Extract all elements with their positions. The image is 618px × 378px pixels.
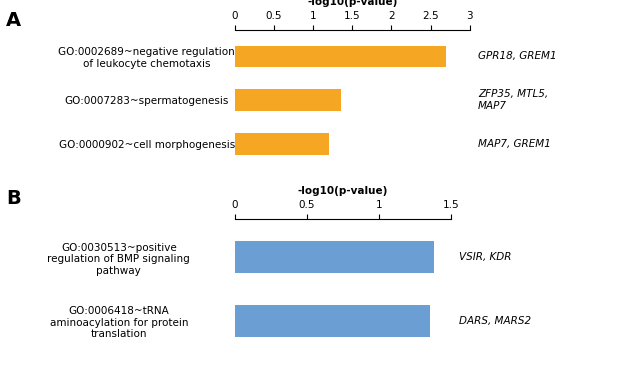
Bar [235, 305, 430, 337]
Bar [235, 133, 329, 155]
Bar [235, 242, 434, 273]
Bar [235, 89, 341, 111]
X-axis label: -log10(p-value): -log10(p-value) [307, 0, 397, 7]
Text: MAP7, GREM1: MAP7, GREM1 [478, 139, 551, 149]
Text: ZFP35, MTL5,
MAP7: ZFP35, MTL5, MAP7 [478, 89, 548, 111]
X-axis label: -log10(p-value): -log10(p-value) [298, 186, 388, 196]
Text: DARS, MARS2: DARS, MARS2 [459, 316, 531, 326]
Text: VSIR, KDR: VSIR, KDR [459, 253, 512, 262]
Text: GPR18, GREM1: GPR18, GREM1 [478, 51, 557, 62]
Bar [235, 45, 446, 67]
Text: B: B [6, 189, 21, 208]
Text: A: A [6, 11, 21, 30]
